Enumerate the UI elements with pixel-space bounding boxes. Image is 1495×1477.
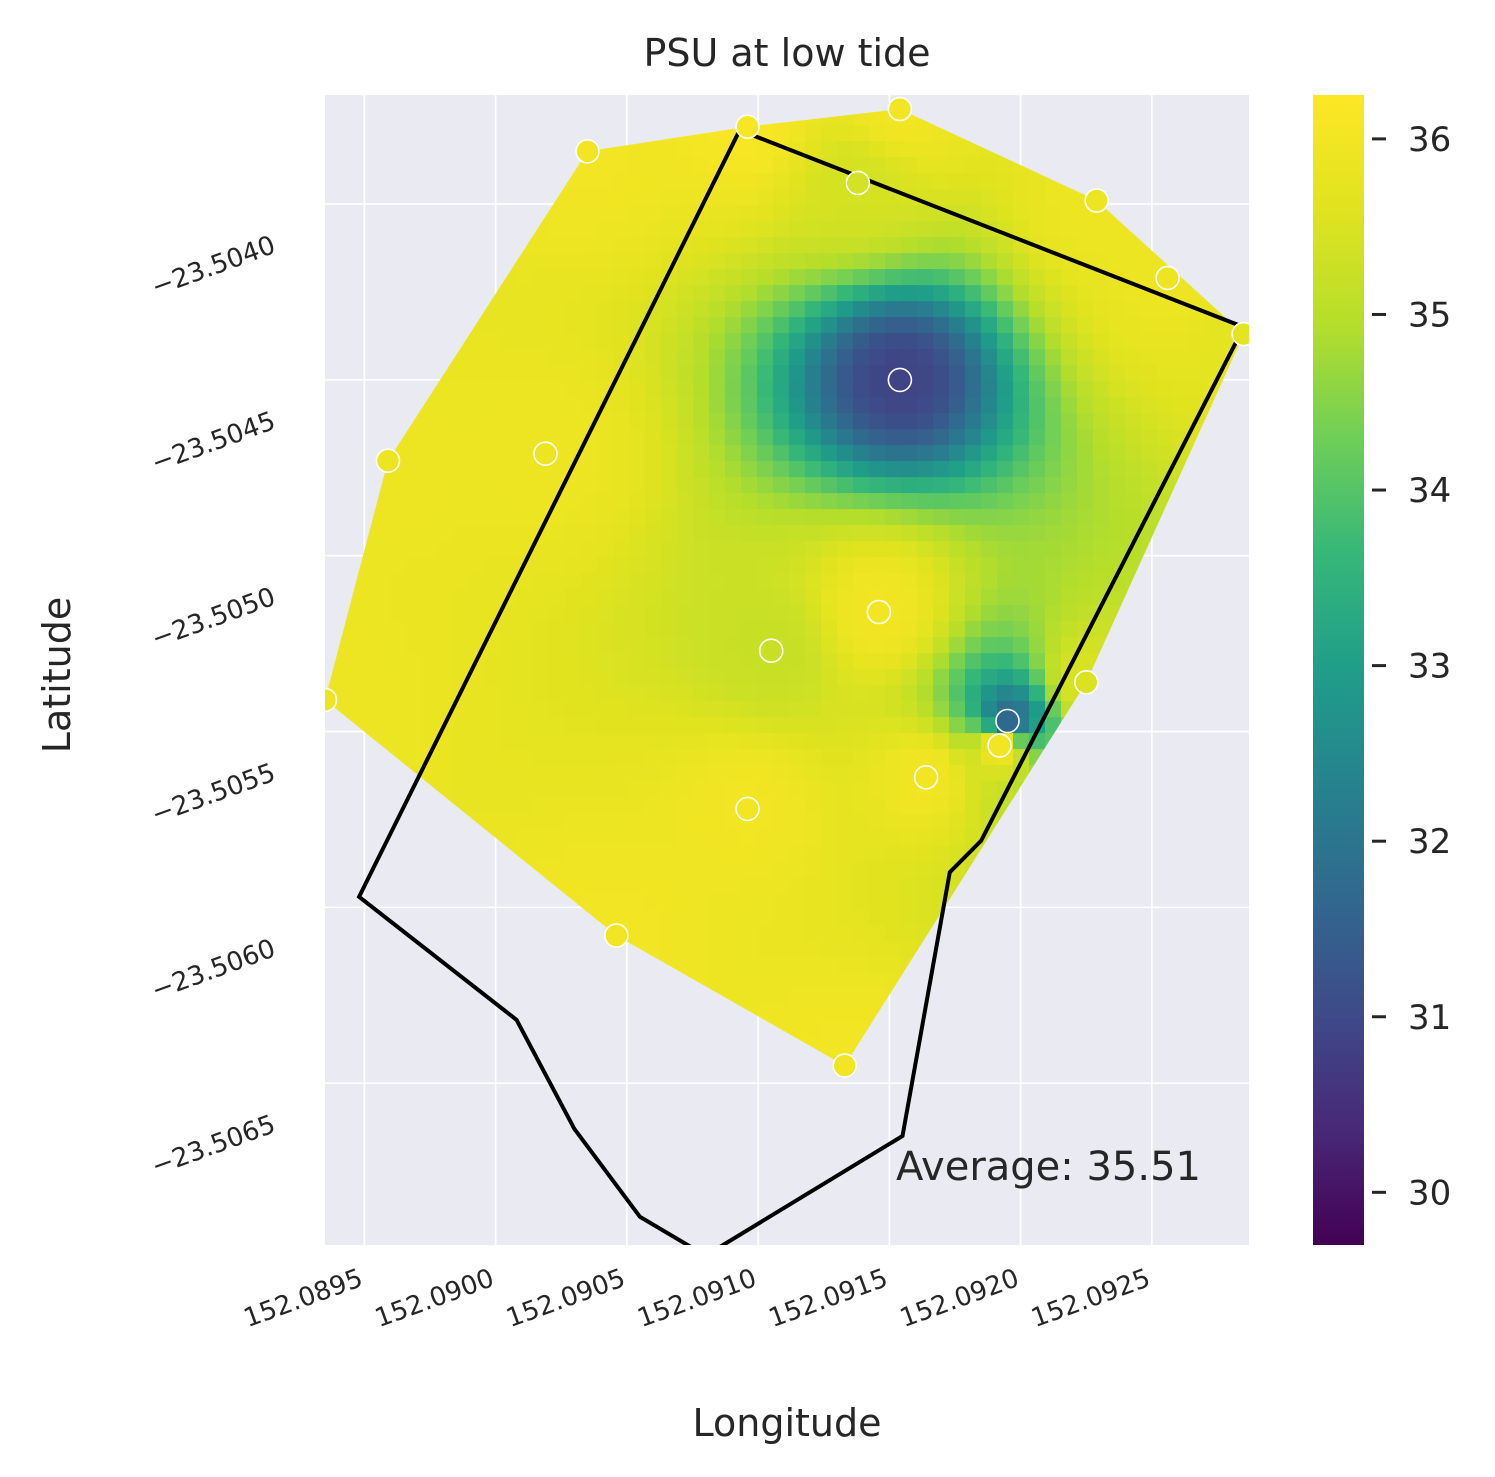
x-axis-label: Longitude	[693, 1401, 882, 1445]
x-tick-label: 152.0920	[896, 1263, 1023, 1334]
colorbar-tick-label: 32	[1408, 822, 1451, 862]
colorbar-tick-label: 35	[1408, 295, 1451, 335]
sample-point	[1231, 321, 1249, 347]
colorbar-ticks: 30 31 32 33 34 35 36	[1372, 120, 1451, 1213]
sample-point	[1155, 265, 1180, 291]
colorbar-tick-label: 31	[1408, 998, 1451, 1038]
y-tick-label: −23.5060	[148, 934, 280, 1006]
sample-point	[887, 96, 913, 122]
y-tick-label: −23.5040	[148, 230, 280, 302]
sample-point	[987, 733, 1012, 758]
sample-point	[735, 796, 760, 822]
sample-point	[995, 708, 1020, 734]
y-axis-ticks: −23.5040 −23.5045 −23.5050 −23.5055 −23.5060…	[148, 230, 280, 1182]
sample-point	[575, 139, 600, 164]
x-axis-ticks: 152.0895 152.0900 152.0905 152.0910 152.0915…	[240, 1263, 1154, 1334]
x-tick-label: 152.0925	[1027, 1263, 1154, 1334]
x-tick-label: 152.0895	[240, 1263, 367, 1334]
sample-point	[845, 170, 871, 196]
sample-point	[887, 367, 913, 393]
x-tick-label: 152.0900	[371, 1263, 498, 1334]
sample-point	[866, 599, 892, 625]
x-tick-label: 152.0915	[765, 1263, 892, 1334]
sample-point	[758, 638, 784, 664]
y-tick-label: −23.5050	[148, 582, 280, 654]
colorbar-tick-label: 34	[1408, 471, 1451, 511]
sample-point	[1074, 669, 1099, 695]
boundary-line	[356, 128, 1247, 1245]
x-tick-label: 152.0905	[502, 1263, 629, 1334]
y-tick-label: −23.5065	[148, 1110, 280, 1182]
sample-point	[913, 764, 939, 790]
sample-point	[604, 923, 629, 948]
colorbar-tick-label: 36	[1408, 120, 1451, 160]
colorbar-tick-label: 30	[1408, 1173, 1451, 1213]
sample-point	[533, 441, 558, 467]
y-tick-label: −23.5045	[148, 406, 280, 478]
x-tick-label: 152.0910	[634, 1263, 761, 1334]
colorbar-tick-label: 33	[1408, 647, 1451, 687]
sample-point	[325, 687, 338, 713]
average-annotation: Average: 35.51	[896, 1144, 1201, 1190]
sample-point	[735, 114, 760, 139]
sample-point	[832, 1053, 858, 1078]
sample-point	[375, 448, 401, 474]
sample-point	[1084, 188, 1109, 213]
sample-points	[325, 96, 1249, 1078]
y-axis-label: Latitude	[35, 597, 79, 753]
chart-title: PSU at low tide	[643, 31, 930, 75]
study-area-boundary	[356, 128, 1247, 1245]
y-tick-label: −23.5055	[148, 758, 280, 830]
colorbar	[1313, 95, 1364, 1245]
